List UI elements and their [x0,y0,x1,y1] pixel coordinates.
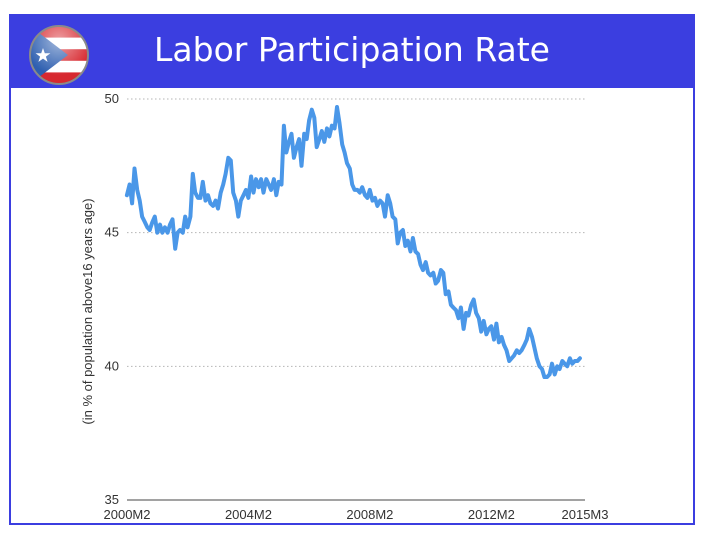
y-tick-label: 35 [105,492,119,507]
series-line [124,105,582,379]
puerto-rico-flag-icon [29,25,89,85]
x-tick-label: 2015M3 [562,507,609,522]
y-tick-label: 45 [105,225,119,240]
y-tick-label: 50 [105,91,119,106]
x-tick-label: 2004M2 [225,507,272,522]
y-axis: 35 40 45 50 [105,91,119,507]
x-tick-label: 2000M2 [104,507,151,522]
x-tick-label: 2012M2 [468,507,515,522]
y-tick-label: 40 [105,358,119,373]
y-axis-label: (in % of population above16 years age) [80,198,95,424]
title-bar: Labor Participation Rate [11,16,693,88]
gridlines [127,98,585,367]
x-axis: 2000M2 2004M2 2008M2 2012M2 2015M3 [104,507,609,522]
chart-title: Labor Participation Rate [154,30,550,69]
x-tick-label: 2008M2 [346,507,393,522]
